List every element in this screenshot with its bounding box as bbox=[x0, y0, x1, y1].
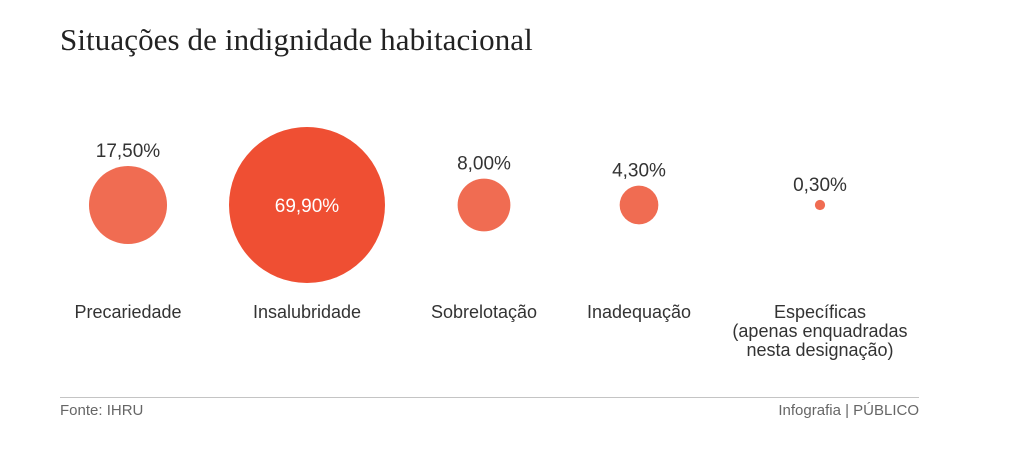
value-label-precariedade: 17,50% bbox=[96, 141, 161, 162]
bubble-especificas bbox=[814, 199, 826, 211]
value-label-especificas: 0,30% bbox=[793, 175, 847, 196]
bubbles-group: 17,50% 69,90% 8,00% 4,30% 0,30% bbox=[88, 127, 847, 283]
value-label-insalubridade: 69,90% bbox=[275, 196, 340, 217]
category-label-precariedade: Precariedade bbox=[74, 302, 181, 322]
value-label-inadequacao: 4,30% bbox=[612, 161, 666, 182]
bubble-sobrelotacao bbox=[457, 178, 511, 232]
category-label-inadequacao: Inadequação bbox=[587, 302, 691, 322]
credit-note: Infografia | PÚBLICO bbox=[778, 402, 919, 419]
bubble-precariedade bbox=[88, 165, 168, 245]
value-label-sobrelotacao: 8,00% bbox=[457, 154, 511, 175]
category-label-insalubridade: Insalubridade bbox=[253, 302, 361, 322]
category-label-line: nesta designação) bbox=[746, 340, 893, 360]
footer-divider bbox=[60, 397, 919, 398]
bubble-insalubridade bbox=[229, 127, 385, 283]
bubble-inadequacao bbox=[619, 185, 659, 225]
category-label-line: Insalubridade bbox=[253, 302, 361, 322]
category-label-line: Sobrelotação bbox=[431, 302, 537, 322]
category-label-especificas: Específicas (apenas enquadradas nesta desi… bbox=[732, 302, 907, 360]
category-label-line: Precariedade bbox=[74, 302, 181, 322]
chart-title: Situações de indignidade habitacional bbox=[60, 22, 533, 57]
category-label-line: Inadequação bbox=[587, 302, 691, 322]
category-labels-group: Precariedade Insalubridade Sobrelotação Ina… bbox=[74, 302, 907, 360]
category-label-line: (apenas enquadradas bbox=[732, 321, 907, 341]
category-label-line: Específicas bbox=[774, 302, 866, 322]
source-note: Fonte: IHRU bbox=[60, 402, 144, 419]
category-label-sobrelotacao: Sobrelotação bbox=[431, 302, 537, 322]
